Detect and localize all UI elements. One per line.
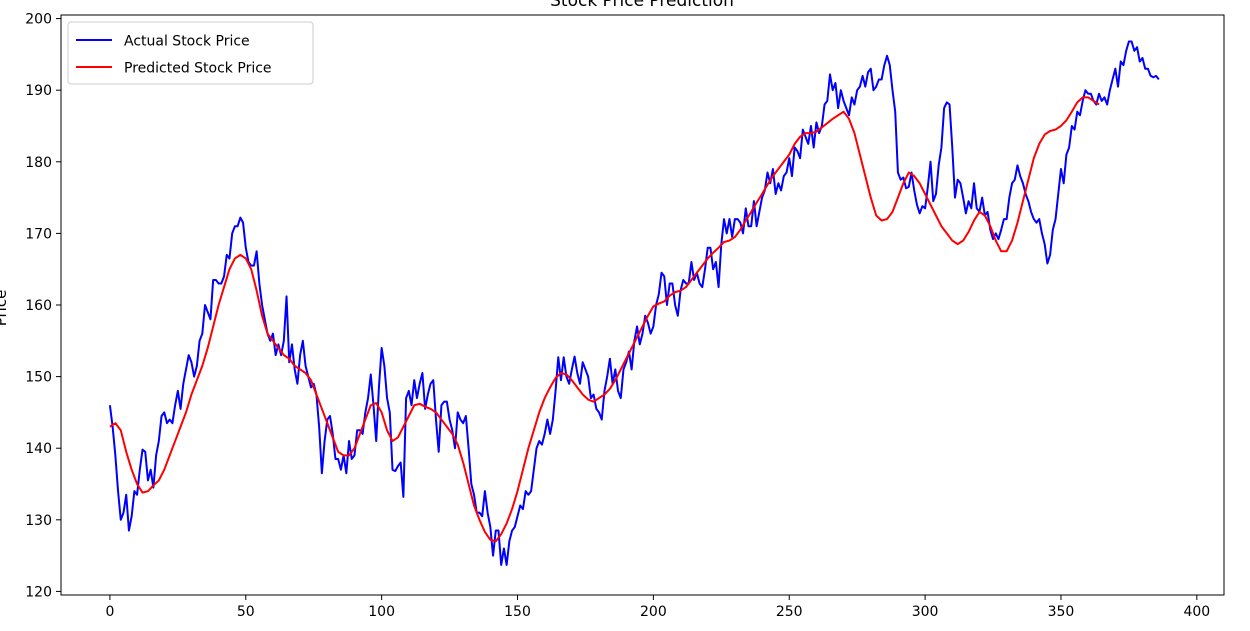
x-tick-label: 0 — [105, 604, 114, 620]
y-tick-label: 200 — [25, 12, 52, 28]
y-axis-label: Price — [0, 290, 10, 327]
legend: Actual Stock Price Predicted Stock Price — [67, 21, 314, 85]
y-tick-label: 160 — [25, 298, 52, 314]
x-tick-label: 250 — [776, 604, 803, 620]
x-tick-label: 200 — [640, 604, 667, 620]
plot-area — [108, 40, 1160, 566]
y-tick-label: 150 — [25, 370, 52, 386]
x-tick-label: 350 — [1048, 604, 1075, 620]
y-tick-label: 120 — [25, 584, 52, 600]
y-tick-label: 130 — [25, 513, 52, 529]
x-tick-label: 150 — [504, 604, 531, 620]
y-tick-label: 170 — [25, 226, 52, 242]
y-tick-label: 190 — [25, 83, 52, 99]
x-tick-label: 50 — [237, 604, 255, 620]
legend-label-predicted: Predicted Stock Price — [124, 61, 272, 77]
chart-title: Stock Price Prediction — [550, 0, 734, 11]
x-tick-label: 300 — [912, 604, 939, 620]
series-line-predicted — [109, 96, 1100, 543]
y-tick-label: 180 — [25, 155, 52, 171]
series-layer — [108, 40, 1160, 566]
legend-label-actual: Actual Stock Price — [124, 34, 250, 50]
legend-box — [67, 21, 314, 85]
x-axis: 0 50 100 150 200 250 300 350 400 — [105, 595, 1210, 620]
x-tick-label: 400 — [1183, 604, 1210, 620]
y-tick-label: 140 — [25, 441, 52, 457]
y-axis: 120 130 140 150 160 170 180 190 200 — [25, 12, 61, 600]
x-tick-label: 100 — [368, 604, 395, 620]
